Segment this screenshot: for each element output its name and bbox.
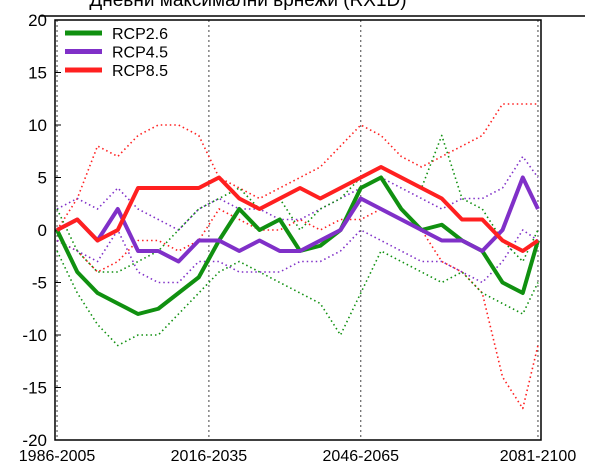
y-tick-label: -15	[22, 379, 47, 398]
x-tick-label: 2081-2100	[500, 448, 577, 465]
y-tick-label: -10	[22, 326, 47, 345]
x-tick-label: 2046-2065	[323, 448, 400, 465]
range-line	[56, 103, 538, 231]
plot-frame	[54, 19, 542, 441]
range-line	[56, 229, 539, 284]
series-line	[56, 175, 540, 264]
y-tick-label: -20	[22, 431, 47, 450]
y-tick-label: 15	[28, 64, 47, 83]
legend-label: RCP8.5	[112, 63, 168, 80]
range-line	[56, 155, 539, 231]
x-tick-label: 1986-2005	[19, 448, 96, 465]
series-line	[56, 165, 540, 253]
y-tick-label: 10	[28, 116, 47, 135]
y-tick-label: 0	[38, 221, 47, 240]
x-tick-label: 2016-2035	[171, 448, 248, 465]
y-tick-label: -5	[32, 274, 47, 293]
range-line	[56, 250, 539, 347]
y-tick-label: 20	[28, 11, 47, 30]
range-line	[56, 208, 539, 410]
chart-title: Дневни максимални врнежи (RX1D)	[89, 0, 406, 11]
legend-label: RCP2.6	[112, 26, 168, 43]
legend-label: RCP4.5	[112, 45, 168, 62]
y-tick-label: 5	[38, 169, 47, 188]
